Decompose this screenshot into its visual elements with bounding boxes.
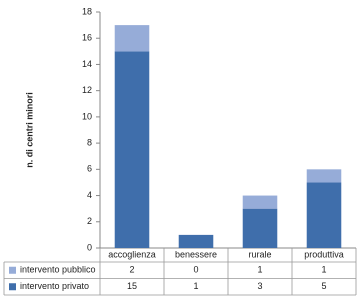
y-tick-label: 18 <box>82 6 92 16</box>
table-value: 15 <box>127 281 137 291</box>
bar <box>306 169 342 183</box>
x-tick-label: rurale <box>248 249 271 259</box>
y-tick-label: 2 <box>87 216 92 226</box>
bar <box>114 25 150 52</box>
legend-swatch <box>9 266 16 274</box>
y-tick-label: 16 <box>82 33 92 43</box>
bar <box>242 208 278 248</box>
table-value: 0 <box>193 265 198 275</box>
x-tick-label: benessere <box>175 249 217 259</box>
y-tick-label: 6 <box>87 164 92 174</box>
y-tick-label: 0 <box>87 242 92 252</box>
y-tick-label: 12 <box>82 85 92 95</box>
bar <box>178 234 214 248</box>
bar <box>306 182 342 248</box>
x-tick-label: accoglienza <box>108 249 156 259</box>
table-value: 5 <box>321 281 326 291</box>
table-value: 1 <box>257 265 262 275</box>
legend-label: intervento pubblico <box>20 265 96 275</box>
y-tick-label: 14 <box>82 59 92 69</box>
legend-swatch <box>9 283 16 291</box>
legend-label: intervento privato <box>20 281 89 291</box>
x-tick-label: produttiva <box>304 249 344 259</box>
table-value: 1 <box>321 265 326 275</box>
bar <box>242 195 278 209</box>
y-tick-label: 10 <box>82 111 92 121</box>
table-value: 1 <box>193 281 198 291</box>
y-axis-label: n. di centri minori <box>24 92 34 168</box>
table-value: 2 <box>129 265 134 275</box>
y-tick-label: 8 <box>87 137 92 147</box>
table-value: 3 <box>257 281 262 291</box>
bar <box>114 51 150 249</box>
y-tick-label: 4 <box>87 190 92 200</box>
